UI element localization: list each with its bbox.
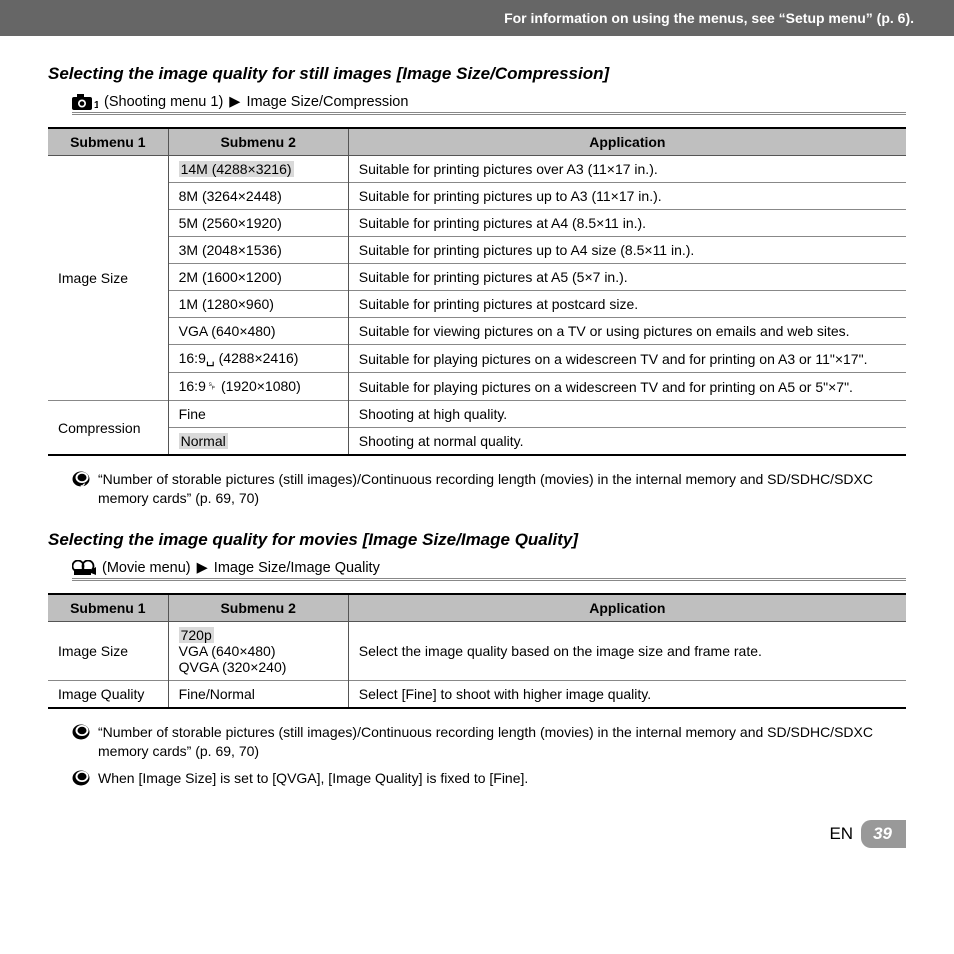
section2-title: Selecting the image quality for movies [… — [48, 530, 906, 550]
breadcrumb-menu: (Movie menu) — [102, 560, 191, 576]
th-submenu1: Submenu 1 — [48, 128, 168, 156]
breadcrumb-arrow: ▶ — [197, 560, 208, 576]
section2-note1: “Number of storable pictures (still imag… — [72, 723, 906, 761]
application-cell: Suitable for playing pictures on a wides… — [348, 345, 906, 373]
note-text: When [Image Size] is set to [QVGA], [Ima… — [98, 769, 906, 788]
application-cell: Suitable for playing pictures on a wides… — [348, 373, 906, 401]
submenu2-cell: 14M (4288×3216) — [168, 156, 348, 183]
submenu2-cell: Fine/Normal — [168, 680, 348, 708]
group-label: Image Size — [48, 156, 168, 401]
note-icon — [72, 769, 90, 790]
footer-page: 39 — [861, 820, 906, 848]
table-header-row: Submenu 1 Submenu 2 Application — [48, 128, 906, 156]
table-row: 5M (2560×1920)Suitable for printing pict… — [48, 210, 906, 237]
section2-breadcrumb: (Movie menu) ▶ Image Size/Image Quality — [72, 560, 906, 581]
svg-text:1: 1 — [94, 100, 98, 110]
table-row: CompressionFineShooting at high quality. — [48, 401, 906, 428]
note-icon: ✔ — [72, 470, 90, 491]
note-icon — [72, 723, 90, 744]
th-submenu2: Submenu 2 — [168, 594, 348, 622]
breadcrumb-arrow: ▶ — [229, 94, 240, 110]
movie-icon — [72, 560, 96, 576]
submenu1-cell: Image Size — [48, 621, 168, 680]
svg-text:✔: ✔ — [80, 483, 86, 488]
th-application: Application — [348, 594, 906, 622]
submenu2-cell: 8M (3264×2448) — [168, 183, 348, 210]
table-row: 2M (1600×1200)Suitable for printing pict… — [48, 264, 906, 291]
camera-icon: 1 — [72, 94, 98, 110]
application-cell: Suitable for printing pictures at A5 (5×… — [348, 264, 906, 291]
breadcrumb-item: Image Size/Image Quality — [214, 560, 380, 576]
th-application: Application — [348, 128, 906, 156]
table-row: 1M (1280×960)Suitable for printing pictu… — [48, 291, 906, 318]
th-submenu2: Submenu 2 — [168, 128, 348, 156]
submenu2-cell: VGA (640×480) — [168, 318, 348, 345]
movie-table: Submenu 1 Submenu 2 Application Image Si… — [48, 593, 906, 709]
footer-lang: EN — [829, 824, 861, 844]
table-row: 3M (2048×1536)Suitable for printing pict… — [48, 237, 906, 264]
note-text: “Number of storable pictures (still imag… — [98, 723, 906, 761]
submenu2-cell: 2M (1600×1200) — [168, 264, 348, 291]
submenu2-cell: 720pVGA (640×480)QVGA (320×240) — [168, 621, 348, 680]
table-row: 8M (3264×2448)Suitable for printing pict… — [48, 183, 906, 210]
application-cell: Suitable for viewing pictures on a TV or… — [348, 318, 906, 345]
application-cell: Suitable for printing pictures at postca… — [348, 291, 906, 318]
section2-note2: When [Image Size] is set to [QVGA], [Ima… — [72, 769, 906, 790]
application-cell: Suitable for printing pictures at A4 (8.… — [348, 210, 906, 237]
application-cell: Shooting at normal quality. — [348, 428, 906, 456]
info-header: For information on using the menus, see … — [0, 0, 954, 36]
table-row: 16:9␠ (1920×1080)Suitable for playing pi… — [48, 373, 906, 401]
table-row: VGA (640×480)Suitable for viewing pictur… — [48, 318, 906, 345]
section1-title: Selecting the image quality for still im… — [48, 64, 906, 84]
page-footer: EN 39 — [48, 820, 906, 848]
application-cell: Suitable for printing pictures up to A3 … — [348, 183, 906, 210]
submenu2-cell: 16:9␠ (1920×1080) — [168, 373, 348, 401]
application-cell: Suitable for printing pictures over A3 (… — [348, 156, 906, 183]
table-row: NormalShooting at normal quality. — [48, 428, 906, 456]
submenu2-cell: 5M (2560×1920) — [168, 210, 348, 237]
section1-note: ✔ “Number of storable pictures (still im… — [72, 470, 906, 508]
submenu2-cell: 1M (1280×960) — [168, 291, 348, 318]
note-text: “Number of storable pictures (still imag… — [98, 470, 906, 508]
breadcrumb-menu: (Shooting menu 1) — [104, 94, 223, 110]
submenu2-cell: 3M (2048×1536) — [168, 237, 348, 264]
submenu2-cell: Normal — [168, 428, 348, 456]
section1-breadcrumb: 1 (Shooting menu 1) ▶ Image Size/Compres… — [72, 94, 906, 115]
breadcrumb-item: Image Size/Compression — [246, 94, 408, 110]
table-row: Image Size14M (4288×3216)Suitable for pr… — [48, 156, 906, 183]
table-row: Image QualityFine/NormalSelect [Fine] to… — [48, 680, 906, 708]
application-cell: Suitable for printing pictures up to A4 … — [348, 237, 906, 264]
page-body: Selecting the image quality for still im… — [0, 36, 954, 868]
th-submenu1: Submenu 1 — [48, 594, 168, 622]
application-cell: Select the image quality based on the im… — [348, 621, 906, 680]
table-header-row: Submenu 1 Submenu 2 Application — [48, 594, 906, 622]
application-cell: Shooting at high quality. — [348, 401, 906, 428]
submenu1-cell: Image Quality — [48, 680, 168, 708]
info-header-text: For information on using the menus, see … — [504, 10, 914, 26]
group-label: Compression — [48, 401, 168, 456]
submenu2-cell: Fine — [168, 401, 348, 428]
still-image-table: Submenu 1 Submenu 2 Application Image Si… — [48, 127, 906, 456]
application-cell: Select [Fine] to shoot with higher image… — [348, 680, 906, 708]
table-row: Image Size720pVGA (640×480)QVGA (320×240… — [48, 621, 906, 680]
submenu2-cell: 16:9␣ (4288×2416) — [168, 345, 348, 373]
table-row: 16:9␣ (4288×2416)Suitable for playing pi… — [48, 345, 906, 373]
